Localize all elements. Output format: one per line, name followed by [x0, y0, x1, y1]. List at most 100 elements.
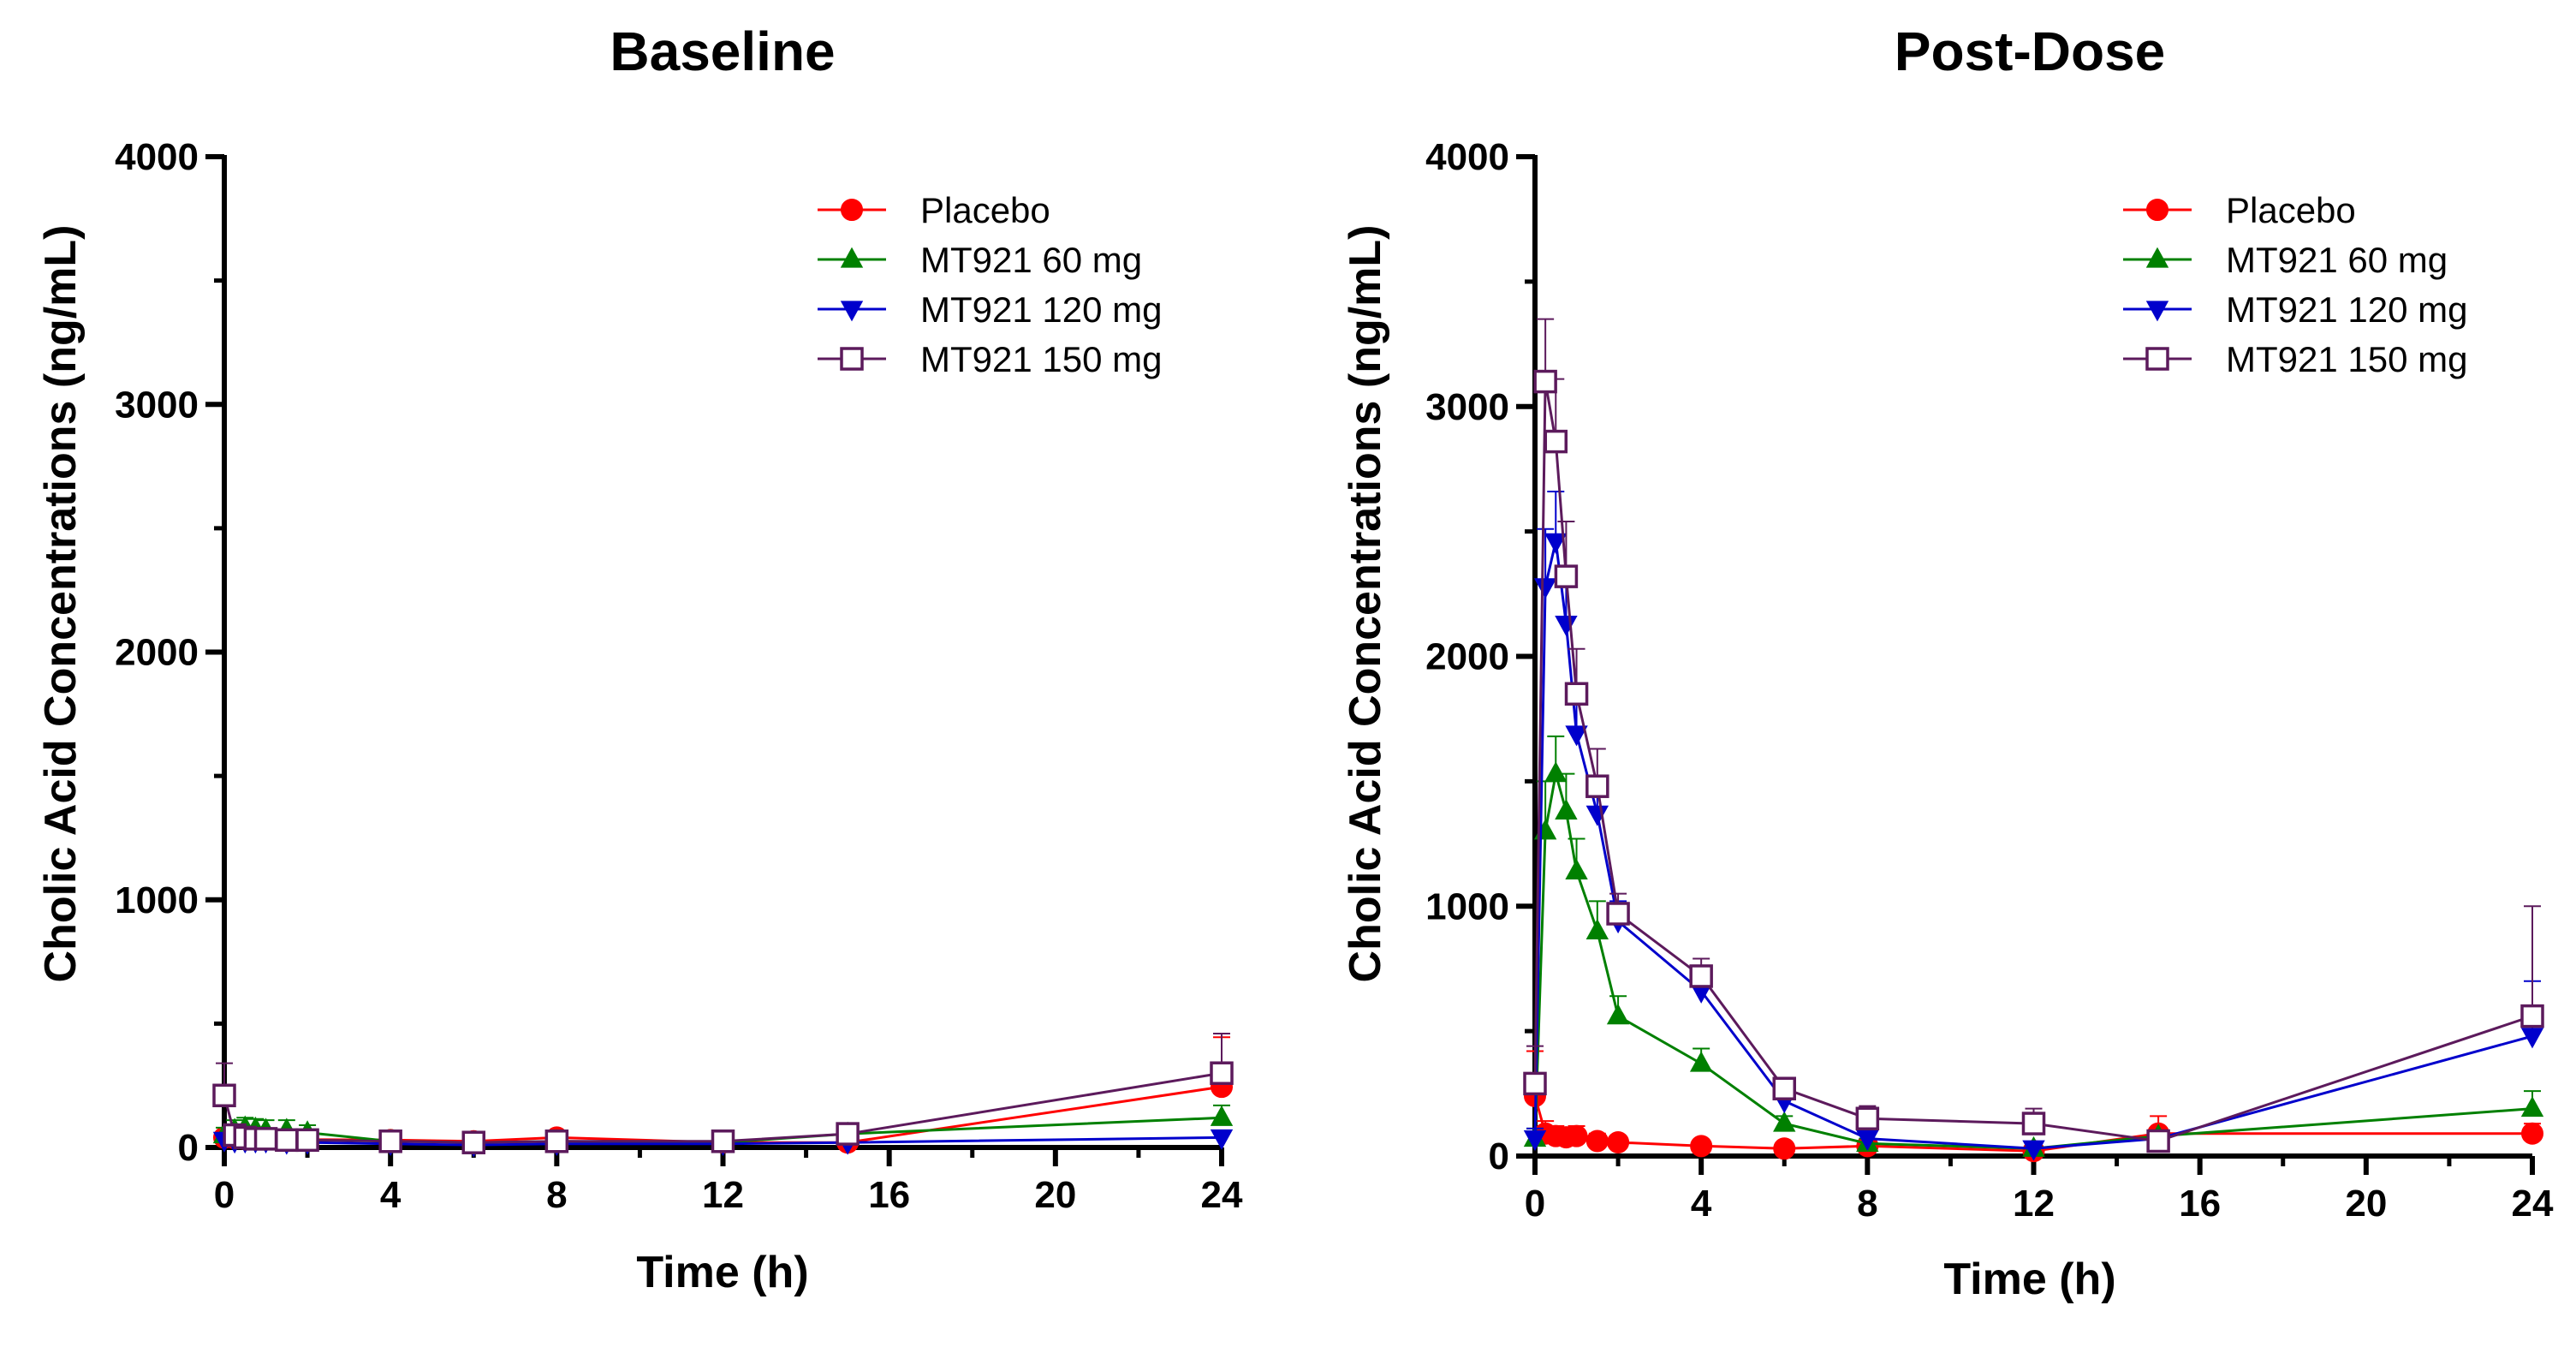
post-dose-mt921-150-mg-point-15: [2146, 1129, 2170, 1153]
baseline-legend-marker-placebo: [841, 199, 863, 221]
post-dose-xtick-label-0: 0: [1525, 1183, 1545, 1225]
baseline-legend-label-mt921-60-mg: MT921 60 mg: [920, 240, 1142, 280]
post-dose-xlabel: Time (h): [1943, 1255, 2115, 1304]
post-dose-series-mt921-60-mg: [1523, 735, 2544, 1157]
post-dose-placebo-point-1: [1565, 1124, 1588, 1147]
baseline-series-mt921-150-mg: [212, 1032, 1234, 1154]
post-dose-legend-entry-placebo: Placebo: [2123, 190, 2356, 230]
baseline-ytick-label-4000: 4000: [115, 136, 199, 178]
baseline-mt921-150-mg-point-8: [544, 1129, 569, 1153]
post-dose-mt921-150-mg-point-6: [1772, 1076, 1796, 1100]
baseline-xtick-label-4: 4: [380, 1174, 402, 1216]
post-dose-ytick-label-0: 0: [1489, 1135, 1509, 1177]
post-dose-mt921-150-mg-point-24: [2520, 1004, 2544, 1028]
post-dose-legend-label-mt921-60-mg: MT921 60 mg: [2226, 240, 2448, 280]
baseline-ytick-label-3000: 3000: [115, 384, 199, 426]
post-dose-mt921-150-mg-point-8: [1855, 1106, 1880, 1130]
baseline-legend-entry-mt921-150-mg: MT921 150 mg: [818, 339, 1162, 379]
post-dose-mt921-150-mg-point-1: [1564, 682, 1589, 706]
post-dose-ytick-label-1000: 1000: [1425, 885, 1509, 927]
baseline-legend: Placebo MT921 60 mg MT921 120 mg MT921 150 …: [818, 190, 1162, 379]
baseline-xtick-label-0: 0: [214, 1174, 235, 1216]
baseline-ylabel: Cholic Acid Concentrations (ng/mL): [36, 225, 86, 983]
baseline-legend-entry-placebo: Placebo: [818, 190, 1050, 230]
post-dose-mt921-120-mg-point-8: [1856, 1129, 1879, 1151]
post-dose-mt921-60-mg-point-2: [1606, 1004, 1630, 1025]
baseline-ytick-label-0: 0: [178, 1127, 199, 1169]
baseline-xtick-label-12: 12: [702, 1174, 744, 1216]
post-dose-series-mt921-150-mg: [1523, 318, 2544, 1153]
post-dose-xtick-label-16: 16: [2179, 1183, 2221, 1225]
baseline-legend-marker-mt921-150-mg: [840, 347, 864, 371]
post-dose-xtick-label-4: 4: [1691, 1183, 1712, 1225]
post-dose-plot-area: 0 1000 2000 3000 4000 0 4 8 12 16 20 24 Placebo MT921…: [1425, 136, 2554, 1225]
baseline-mt921-150-mg-point-15: [836, 1122, 860, 1146]
post-dose-mt921-150-mg-point-4: [1689, 964, 1713, 988]
baseline-mt921-150-mg-point-1: [253, 1127, 278, 1151]
post-dose-legend-marker-mt921-120-mg: [2145, 301, 2169, 322]
baseline-ytick-label-1000: 1000: [115, 879, 199, 921]
post-dose-ytick-label-3000: 3000: [1425, 386, 1509, 428]
post-dose-mt921-120-mg-point-24: [2520, 1028, 2544, 1049]
post-dose-legend-entry-mt921-120-mg: MT921 120 mg: [2123, 289, 2467, 330]
post-dose-mt921-120-mg-point-1.5: [1585, 805, 1609, 826]
post-dose-legend-marker-placebo: [2146, 199, 2168, 221]
post-dose-placebo-point-6: [1773, 1137, 1796, 1160]
baseline-mt921-150-mg-point-2: [295, 1128, 319, 1153]
baseline-mt921-150-mg-point-1.5: [275, 1128, 299, 1153]
baseline-legend-marker-mt921-120-mg: [840, 301, 864, 322]
baseline-mt921-150-mg-point-0: [212, 1083, 236, 1108]
baseline-xtick-label-16: 16: [868, 1174, 910, 1216]
baseline-mt921-150-mg-point-6: [461, 1130, 485, 1154]
post-dose-mt921-150-mg-point-0.5: [1544, 429, 1568, 454]
post-dose-mt921-150-mg-point-0: [1523, 1071, 1547, 1096]
post-dose-xtick-label-24: 24: [2512, 1183, 2554, 1225]
baseline-xlabel: Time (h): [636, 1248, 808, 1297]
baseline-legend-entry-mt921-60-mg: MT921 60 mg: [818, 240, 1142, 280]
post-dose-mt921-120-mg-point-0.5: [1544, 533, 1568, 554]
post-dose-legend-marker-mt921-60-mg: [2145, 247, 2169, 268]
post-dose-placebo-point-24: [2521, 1122, 2543, 1145]
post-dose-mt921-150-mg-point-12: [2021, 1112, 2046, 1135]
post-dose-mt921-150-mg-point-1.5: [1585, 774, 1609, 798]
post-dose-placebo-point-2: [1607, 1130, 1630, 1153]
baseline-chart: Baseline Cholic Acid Concentrations (ng/…: [36, 21, 1243, 1297]
baseline-legend-label-mt921-150-mg: MT921 150 mg: [920, 339, 1162, 379]
baseline-plot-area: 0 1000 2000 3000 4000 0 4 8 12 16 20 24 Placebo MT921…: [115, 136, 1243, 1216]
baseline-legend-marker-mt921-60-mg: [840, 247, 864, 268]
post-dose-title: Post-Dose: [1895, 21, 2166, 82]
baseline-ytick-label-2000: 2000: [115, 632, 199, 674]
post-dose-legend-marker-mt921-150-mg: [2145, 347, 2169, 371]
post-dose-mt921-120-mg-point-1: [1565, 725, 1588, 747]
baseline-mt921-150-mg-point-12: [711, 1129, 735, 1153]
baseline-legend-label-mt921-120-mg: MT921 120 mg: [920, 289, 1162, 330]
baseline-title: Baseline: [610, 21, 835, 82]
post-dose-mt921-60-mg-point-1.5: [1585, 919, 1609, 940]
baseline-legend-label-placebo: Placebo: [920, 190, 1050, 230]
baseline-legend-entry-mt921-120-mg: MT921 120 mg: [818, 289, 1162, 330]
post-dose-legend-entry-mt921-60-mg: MT921 60 mg: [2123, 240, 2448, 280]
post-dose-legend: Placebo MT921 60 mg MT921 120 mg MT921 150 …: [2123, 190, 2467, 379]
baseline-xtick-label-24: 24: [1201, 1174, 1243, 1216]
post-dose-mt921-60-mg-point-0.5: [1544, 761, 1568, 783]
post-dose-mt921-120-mg-line: [1533, 540, 2533, 1150]
baseline-mt921-60-mg-point-24: [1210, 1105, 1234, 1126]
post-dose-mt921-150-mg-line: [1533, 381, 2533, 1143]
post-dose-legend-label-placebo: Placebo: [2226, 190, 2356, 230]
post-dose-mt921-120-mg-point-0.75: [1555, 615, 1578, 636]
post-dose-xtick-label-8: 8: [1857, 1183, 1877, 1225]
post-dose-mt921-120-mg-point-0: [1523, 1129, 1547, 1151]
post-dose-ylabel: Cholic Acid Concentrations (ng/mL): [1341, 225, 1390, 983]
post-dose-legend-entry-mt921-150-mg: MT921 150 mg: [2123, 339, 2467, 379]
baseline-mt921-150-mg-point-4: [378, 1129, 402, 1153]
post-dose-mt921-60-mg-point-24: [2520, 1096, 2544, 1118]
baseline-mt921-120-mg-point-24: [1210, 1129, 1234, 1150]
post-dose-mt921-60-mg-line: [1533, 773, 2533, 1150]
post-dose-ytick-label-2000: 2000: [1425, 636, 1509, 678]
post-dose-mt921-120-mg-point-12: [2022, 1140, 2045, 1161]
post-dose-legend-label-mt921-120-mg: MT921 120 mg: [2226, 289, 2467, 330]
post-dose-mt921-60-mg-point-0.75: [1555, 798, 1578, 820]
post-dose-chart: Post-Dose Cholic Acid Concentrations (ng…: [1341, 21, 2554, 1304]
post-dose-series-mt921-120-mg: [1523, 490, 2544, 1161]
